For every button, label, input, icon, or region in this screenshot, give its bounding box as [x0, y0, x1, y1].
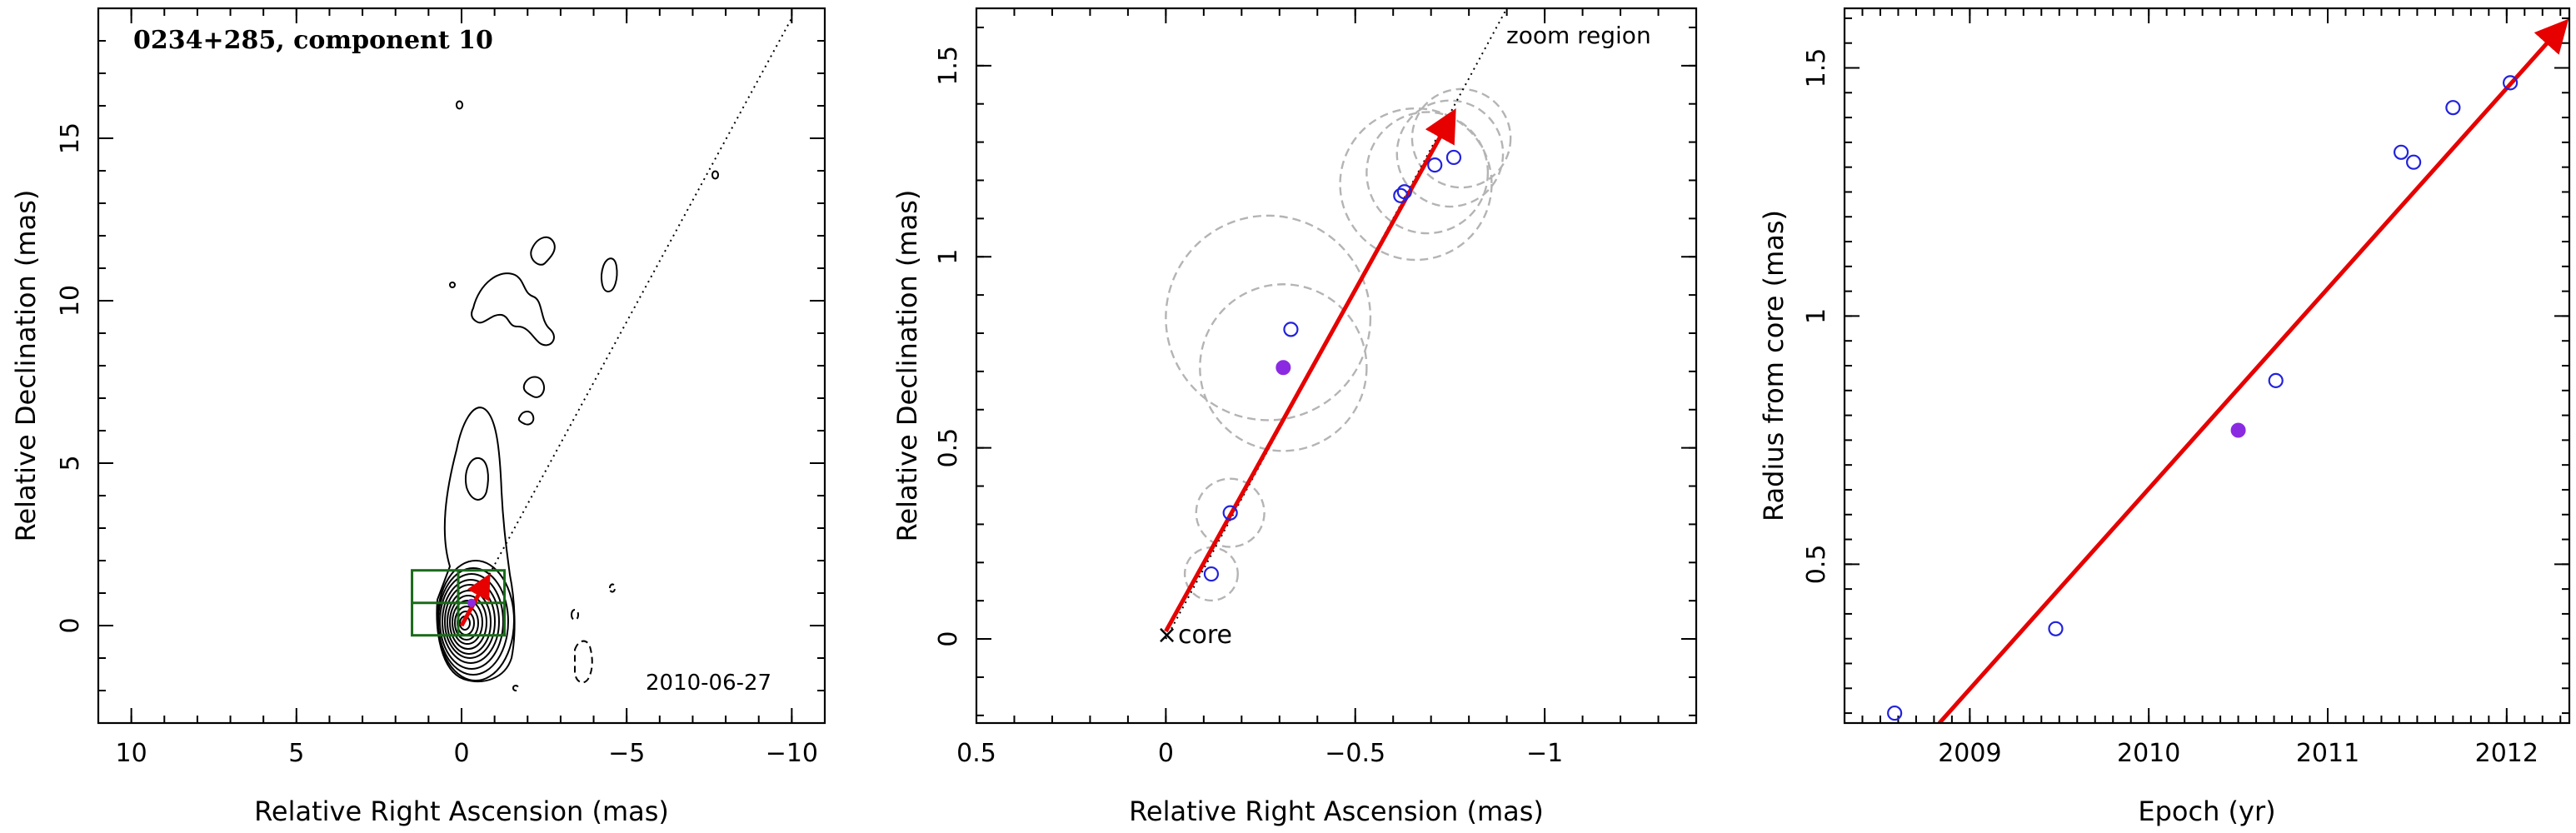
- radius-point: [2268, 372, 2284, 388]
- contour-blob-6: [448, 282, 457, 288]
- y-tick-label: 15: [56, 122, 85, 154]
- position-point: [1427, 157, 1443, 173]
- core-marker: ×: [1156, 621, 1177, 650]
- y-tick-label: 1: [1802, 308, 1831, 324]
- panel1-date-label: 2010-06-27: [646, 671, 771, 696]
- panel-contour-map: 10 5 0 −5 −10 0 5 10 15: [10, 7, 826, 827]
- y-tick-label: 0.5: [934, 428, 963, 468]
- contour-blob-1: [471, 272, 555, 347]
- panel1-xlabel: Relative Right Ascension (mas): [254, 796, 669, 827]
- radius-point: [2048, 621, 2064, 636]
- y-tick-label: 0: [56, 617, 85, 633]
- uncertainty-circle: [1199, 283, 1368, 452]
- contour-negative-1: [574, 640, 593, 684]
- contour-blob-7: [455, 100, 464, 110]
- panel3-overlay: [1887, 18, 2569, 723]
- panel3-ylabel: Radius from core (mas): [1758, 210, 1790, 521]
- panel3-xlabel: Epoch (yr): [2138, 796, 2275, 827]
- x-tick-label: 5: [288, 739, 304, 768]
- x-tick-label: 10: [116, 739, 147, 768]
- contour-negative-4: [512, 685, 520, 691]
- motion-arrow: [1164, 107, 1456, 633]
- contour-negative-2: [570, 609, 580, 621]
- core-label: core: [1178, 621, 1232, 650]
- x-tick-label: 0: [453, 739, 469, 768]
- panel-zoom-region: 0.5 0 −0.5 −1 0 0.5 1 1.5 zoom region × core Re…: [891, 7, 1698, 827]
- contour-jet: [436, 407, 516, 682]
- y-tick-label: 1.5: [934, 46, 963, 86]
- panel3-ticks: 2009 2010 2011 2012 0.5 1 1.5: [1802, 8, 2569, 768]
- contour-core-9: [454, 606, 479, 641]
- x-tick-label: 2011: [2296, 739, 2359, 768]
- x-tick-label: −0.5: [1325, 739, 1385, 768]
- uncertainty-circle: [1195, 477, 1266, 548]
- x-tick-label: 2010: [2117, 739, 2180, 768]
- x-tick-label: 0: [1158, 739, 1174, 768]
- panel1-ylabel: Relative Declination (mas): [10, 190, 42, 542]
- panel2-ticks: 0.5 0 −0.5 −1 0 0.5 1 1.5: [934, 8, 1697, 768]
- radius-point: [2393, 144, 2409, 160]
- x-tick-label: −1: [1526, 739, 1563, 768]
- contour-jet-inner: [465, 456, 489, 501]
- y-tick-label: 0: [934, 631, 963, 647]
- x-tick-label: 2012: [2475, 739, 2539, 768]
- position-point: [1445, 149, 1462, 166]
- radius-point: [1887, 705, 1903, 721]
- jet-direction-line: [461, 17, 793, 626]
- position-point: [1393, 187, 1409, 203]
- fit-line: [1937, 18, 2569, 723]
- contour-blob-2: [530, 236, 556, 266]
- x-tick-label: 0.5: [956, 739, 996, 768]
- position-point: [1283, 322, 1299, 337]
- panel1-title: 0234+285, component 10: [133, 26, 493, 55]
- y-tick-label: 1.5: [1802, 48, 1831, 88]
- panel-radius-vs-epoch: 2009 2010 2011 2012 0.5 1 1.5 Epoch (yr) Radiu…: [1758, 7, 2571, 827]
- position-point-current: [1276, 360, 1291, 376]
- panel1-frame: [97, 7, 826, 725]
- radius-point: [2445, 100, 2461, 116]
- uncertainty-circle: [1165, 214, 1372, 421]
- uncertainty-circle: [1183, 546, 1239, 602]
- x-tick-label: −5: [608, 739, 645, 768]
- position-point: [1222, 505, 1238, 521]
- panel2-ylabel: Relative Declination (mas): [891, 190, 923, 542]
- radius-point-current: [2230, 422, 2246, 438]
- x-tick-label: 2009: [1938, 739, 2001, 768]
- y-tick-label: 1: [934, 249, 963, 265]
- panel1-overlay: [411, 17, 793, 637]
- panel3-frame: [1843, 7, 2571, 725]
- contour-blob-4: [522, 376, 545, 398]
- contour-negative-3: [608, 583, 617, 593]
- radius-point: [2406, 154, 2422, 170]
- uncertainty-circle: [1395, 99, 1505, 208]
- position-point: [1203, 566, 1220, 582]
- component-point: [467, 598, 476, 607]
- panel2-frame: [975, 7, 1698, 725]
- contour-blob-8: [711, 170, 720, 180]
- x-tick-label: −10: [766, 739, 818, 768]
- y-tick-label: 0.5: [1802, 544, 1831, 584]
- y-tick-label: 10: [56, 285, 85, 317]
- panel1-ticks: 10 5 0 −5 −10 0 5 10 15: [56, 7, 826, 768]
- contour-blob-5: [517, 411, 535, 426]
- zoom-region-label: zoom region: [1506, 22, 1651, 49]
- position-point: [1396, 184, 1412, 200]
- contour-blob-3: [601, 257, 618, 293]
- panel2-overlay: [1164, 8, 1512, 640]
- y-tick-label: 5: [56, 455, 85, 471]
- radius-point: [2503, 75, 2519, 91]
- panel2-xlabel: Relative Right Ascension (mas): [1129, 796, 1544, 827]
- contour-core-2: [437, 567, 509, 676]
- uncertainty-circle: [1410, 87, 1512, 189]
